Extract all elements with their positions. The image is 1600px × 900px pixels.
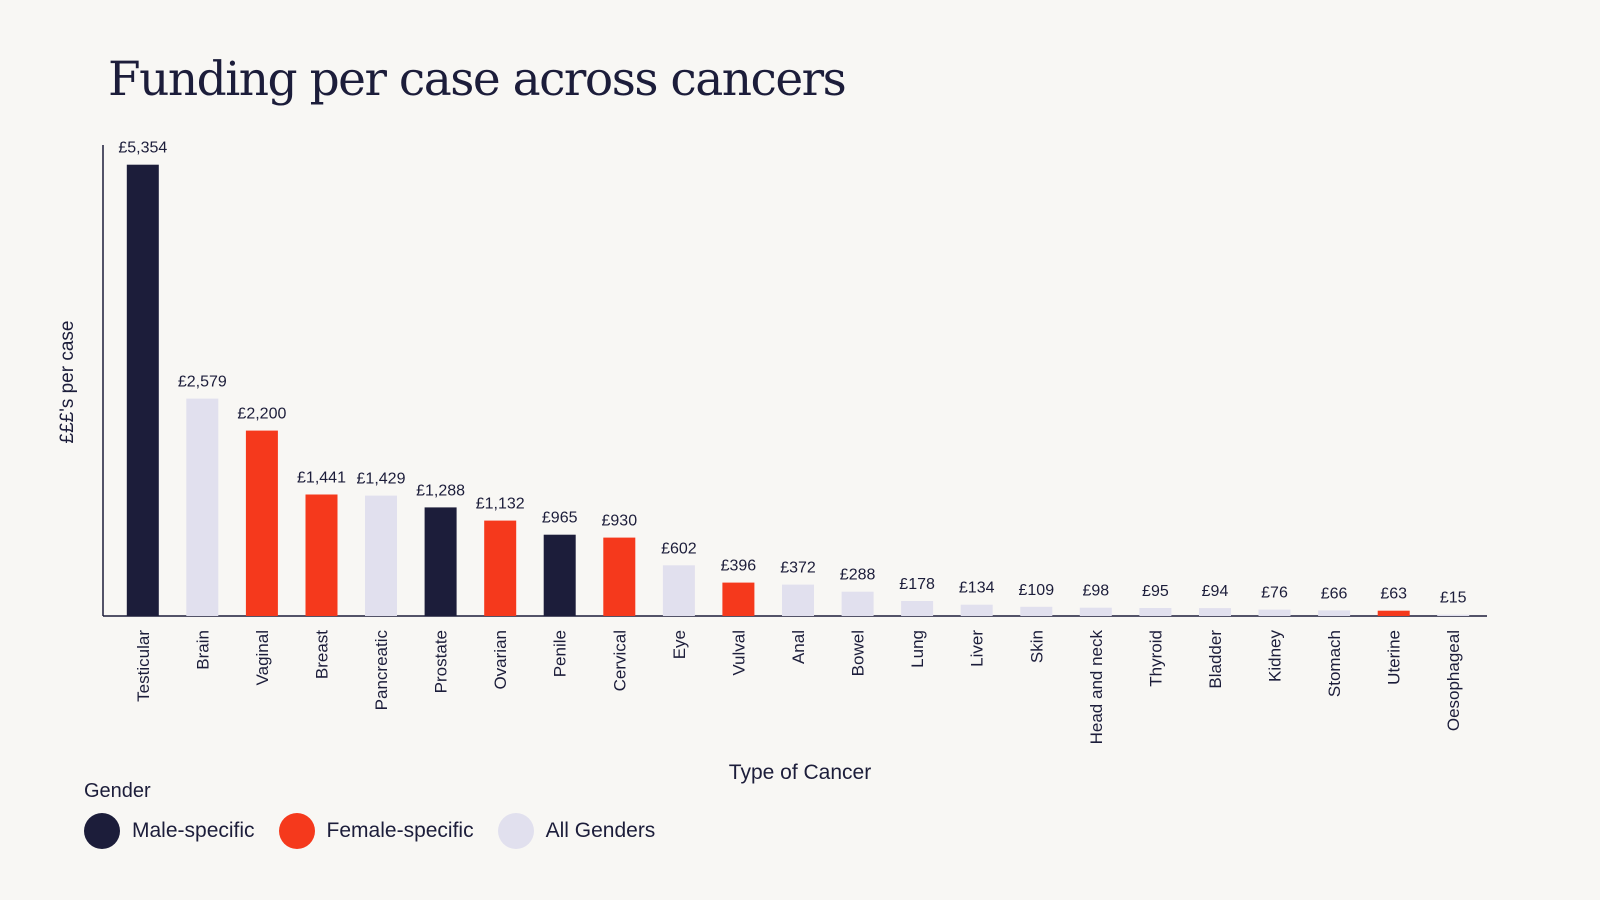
category-label-skin: Skin <box>1027 630 1046 663</box>
category-label-pancreatic: Pancreatic <box>372 630 391 711</box>
category-label-anal: Anal <box>789 630 808 664</box>
value-label-bladder: £94 <box>1202 583 1229 600</box>
category-label-brain: Brain <box>193 630 212 670</box>
value-label-eye: £602 <box>661 540 697 557</box>
legend: Gender Male-specific Female-specific All… <box>84 780 679 849</box>
category-label-thyroid: Thyroid <box>1146 630 1165 687</box>
bar-testicular <box>126 164 159 616</box>
bar-vaginal <box>245 430 278 616</box>
bar-liver <box>960 604 993 616</box>
value-label-vulval: £396 <box>721 558 757 575</box>
value-label-bowel: £288 <box>840 567 876 584</box>
legend-label-all-genders: All Genders <box>545 819 656 842</box>
value-label-penile: £965 <box>542 510 578 527</box>
category-label-penile: Penile <box>551 630 570 677</box>
bar-kidney <box>1258 609 1291 616</box>
legend-label-female-specific: Female-specific <box>326 819 474 842</box>
value-label-uterine: £63 <box>1380 586 1407 603</box>
bars-layer <box>126 164 1470 616</box>
bar-pancreatic <box>365 495 397 616</box>
value-label-ovarian: £1,132 <box>476 496 525 513</box>
category-label-stomach: Stomach <box>1325 630 1344 697</box>
category-label-kidney: Kidney <box>1266 630 1285 682</box>
value-labels-layer: £5,354 £2,579 £2,200 £1,441 £1,429 £1,288 £1,1… <box>118 140 1466 607</box>
bar-penile <box>543 534 576 616</box>
category-label-testicular: Testicular <box>134 630 153 702</box>
x-axis-label: Type of Cancer <box>728 761 872 784</box>
category-label-ovarian: Ovarian <box>491 630 510 690</box>
bar-uterine <box>1377 610 1410 616</box>
bar-bladder <box>1199 608 1231 616</box>
bar-cervical <box>603 537 636 616</box>
category-label-prostate: Prostate <box>432 630 451 693</box>
category-label-bowel: Bowel <box>849 630 868 676</box>
value-label-cervical: £930 <box>602 513 638 530</box>
category-label-breast: Breast <box>313 630 332 679</box>
category-label-cervical: Cervical <box>610 630 629 691</box>
category-label-eye: Eye <box>670 630 689 659</box>
bar-ovarian <box>484 520 517 616</box>
chart-title: Funding per case across cancers <box>108 52 847 107</box>
bar-prostate <box>424 507 457 616</box>
value-label-prostate: £1,288 <box>416 482 465 499</box>
legend-swatch-female-specific <box>278 813 315 849</box>
legend-item-female-specific: Female-specific <box>278 813 474 849</box>
value-label-anal: £372 <box>780 560 816 577</box>
bar-vulval <box>722 582 755 616</box>
category-label-oesophageal: Oesophageal <box>1444 630 1463 731</box>
category-labels-layer: Testicular Brain Vaginal Breast Pancreatic Pr… <box>134 630 1463 745</box>
category-label-uterine: Uterine <box>1385 630 1404 685</box>
value-label-head-and-neck: £98 <box>1082 583 1109 600</box>
value-label-oesophageal: £15 <box>1440 590 1467 607</box>
legend-swatch-male-specific <box>84 813 120 849</box>
value-label-pancreatic: £1,429 <box>357 471 406 488</box>
legend-swatch-all-genders <box>497 813 534 849</box>
legend-items: Male-specific Female-specific All Gender… <box>84 813 679 849</box>
bar-eye <box>662 565 695 616</box>
value-label-lung: £178 <box>899 576 935 593</box>
bar-bowel <box>841 591 874 616</box>
legend-item-male-specific: Male-specific <box>84 813 255 849</box>
category-label-lung: Lung <box>908 630 927 668</box>
value-label-kidney: £76 <box>1261 585 1288 602</box>
legend-title: Gender <box>84 780 151 802</box>
value-label-stomach: £66 <box>1321 585 1348 602</box>
value-label-vaginal: £2,200 <box>237 406 286 423</box>
value-label-liver: £134 <box>959 580 995 597</box>
value-label-brain: £2,579 <box>178 374 227 391</box>
bar-brain <box>186 398 219 616</box>
value-label-testicular: £5,354 <box>118 140 167 157</box>
bar-anal <box>782 584 814 616</box>
category-label-bladder: Bladder <box>1206 630 1225 689</box>
bar-thyroid <box>1139 608 1172 616</box>
category-label-liver: Liver <box>968 630 987 667</box>
category-label-vaginal: Vaginal <box>253 630 272 685</box>
category-label-vulval: Vulval <box>729 630 748 676</box>
value-label-skin: £109 <box>1019 582 1055 599</box>
bar-stomach <box>1318 610 1351 616</box>
bar-skin <box>1020 606 1053 616</box>
value-label-breast: £1,441 <box>297 470 346 487</box>
bar-breast <box>305 494 338 616</box>
bar-head-and-neck <box>1079 607 1112 616</box>
category-label-head-and-neck: Head and neck <box>1087 630 1106 745</box>
value-label-thyroid: £95 <box>1142 583 1169 600</box>
legend-label-male-specific: Male-specific <box>132 819 255 842</box>
bar-oesophageal <box>1437 614 1470 616</box>
bar-lung <box>901 601 934 616</box>
legend-item-all-genders: All Genders <box>497 813 656 849</box>
